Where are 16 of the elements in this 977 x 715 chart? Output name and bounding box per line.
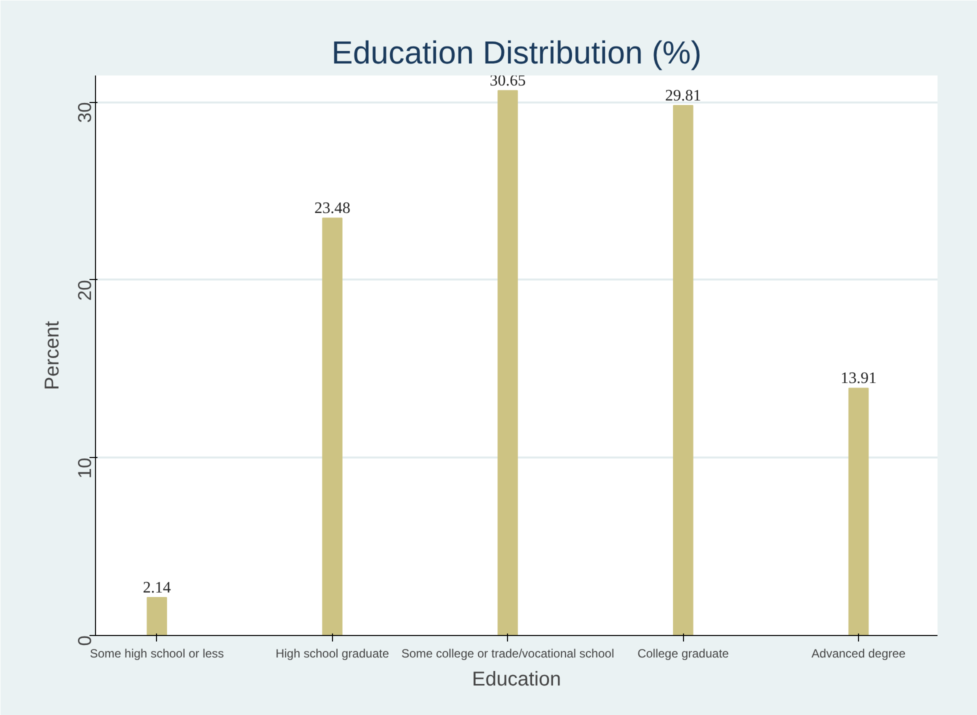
data-label: 23.48 [314, 200, 350, 218]
x-axis-title: Education [472, 668, 561, 690]
data-label: 29.81 [665, 88, 702, 105]
y-axis-title: Percent [42, 320, 64, 390]
x-tick-label: High school graduate [276, 646, 390, 660]
y-tick-label: 30 [74, 102, 95, 123]
data-label: 13.91 [840, 370, 877, 388]
data-label: 2.14 [142, 579, 171, 596]
x-tick-label: Advanced degree [812, 646, 906, 660]
x-tick-label: Some high school or less [90, 646, 224, 660]
x-tick-label: Some college or trade/vocational school [401, 646, 614, 660]
chart-title: Education Distribution (%) [332, 34, 702, 70]
x-tick-label: College graduate [637, 646, 730, 660]
y-tick-label: 20 [74, 280, 95, 301]
y-tick-label: 10 [74, 458, 95, 478]
y-tick-label: 0 [74, 635, 95, 646]
